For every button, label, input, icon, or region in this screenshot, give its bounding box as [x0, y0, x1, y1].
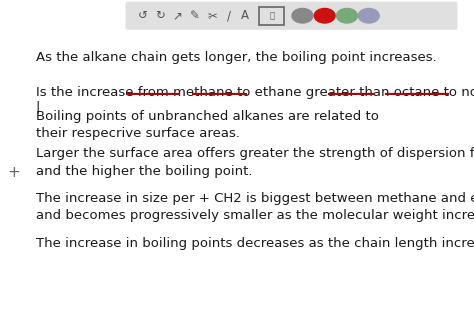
Text: The increase in boiling points decreases as the chain length increases!: The increase in boiling points decreases…: [36, 237, 474, 250]
Text: ✎: ✎: [191, 9, 200, 22]
FancyBboxPatch shape: [259, 7, 284, 25]
Text: ↻: ↻: [155, 9, 165, 22]
Text: Larger the surface area offers greater the strength of dispersion forces,
and th: Larger the surface area offers greater t…: [36, 147, 474, 178]
Circle shape: [358, 8, 379, 23]
Text: The increase in size per + CH2 is biggest between methane and ethane
and becomes: The increase in size per + CH2 is bigges…: [36, 192, 474, 222]
Text: ↺: ↺: [137, 9, 147, 22]
Text: /: /: [227, 9, 231, 22]
Text: Is the increase from methane to ethane greater than octane to nonane?: Is the increase from methane to ethane g…: [36, 86, 474, 99]
Text: ⛰: ⛰: [269, 11, 274, 20]
Text: |: |: [36, 101, 40, 114]
Circle shape: [314, 8, 335, 23]
Text: Boiling points of unbranched alkanes are related to
their respecrive surface are: Boiling points of unbranched alkanes are…: [36, 110, 378, 140]
Text: +: +: [7, 165, 20, 180]
Text: A: A: [241, 9, 249, 22]
Text: ↗: ↗: [173, 9, 182, 22]
Text: As the alkane chain gets longer, the boiling point increases.: As the alkane chain gets longer, the boi…: [36, 51, 436, 64]
Circle shape: [337, 8, 357, 23]
FancyBboxPatch shape: [126, 2, 457, 30]
Text: ✂: ✂: [208, 9, 218, 22]
Circle shape: [292, 8, 313, 23]
